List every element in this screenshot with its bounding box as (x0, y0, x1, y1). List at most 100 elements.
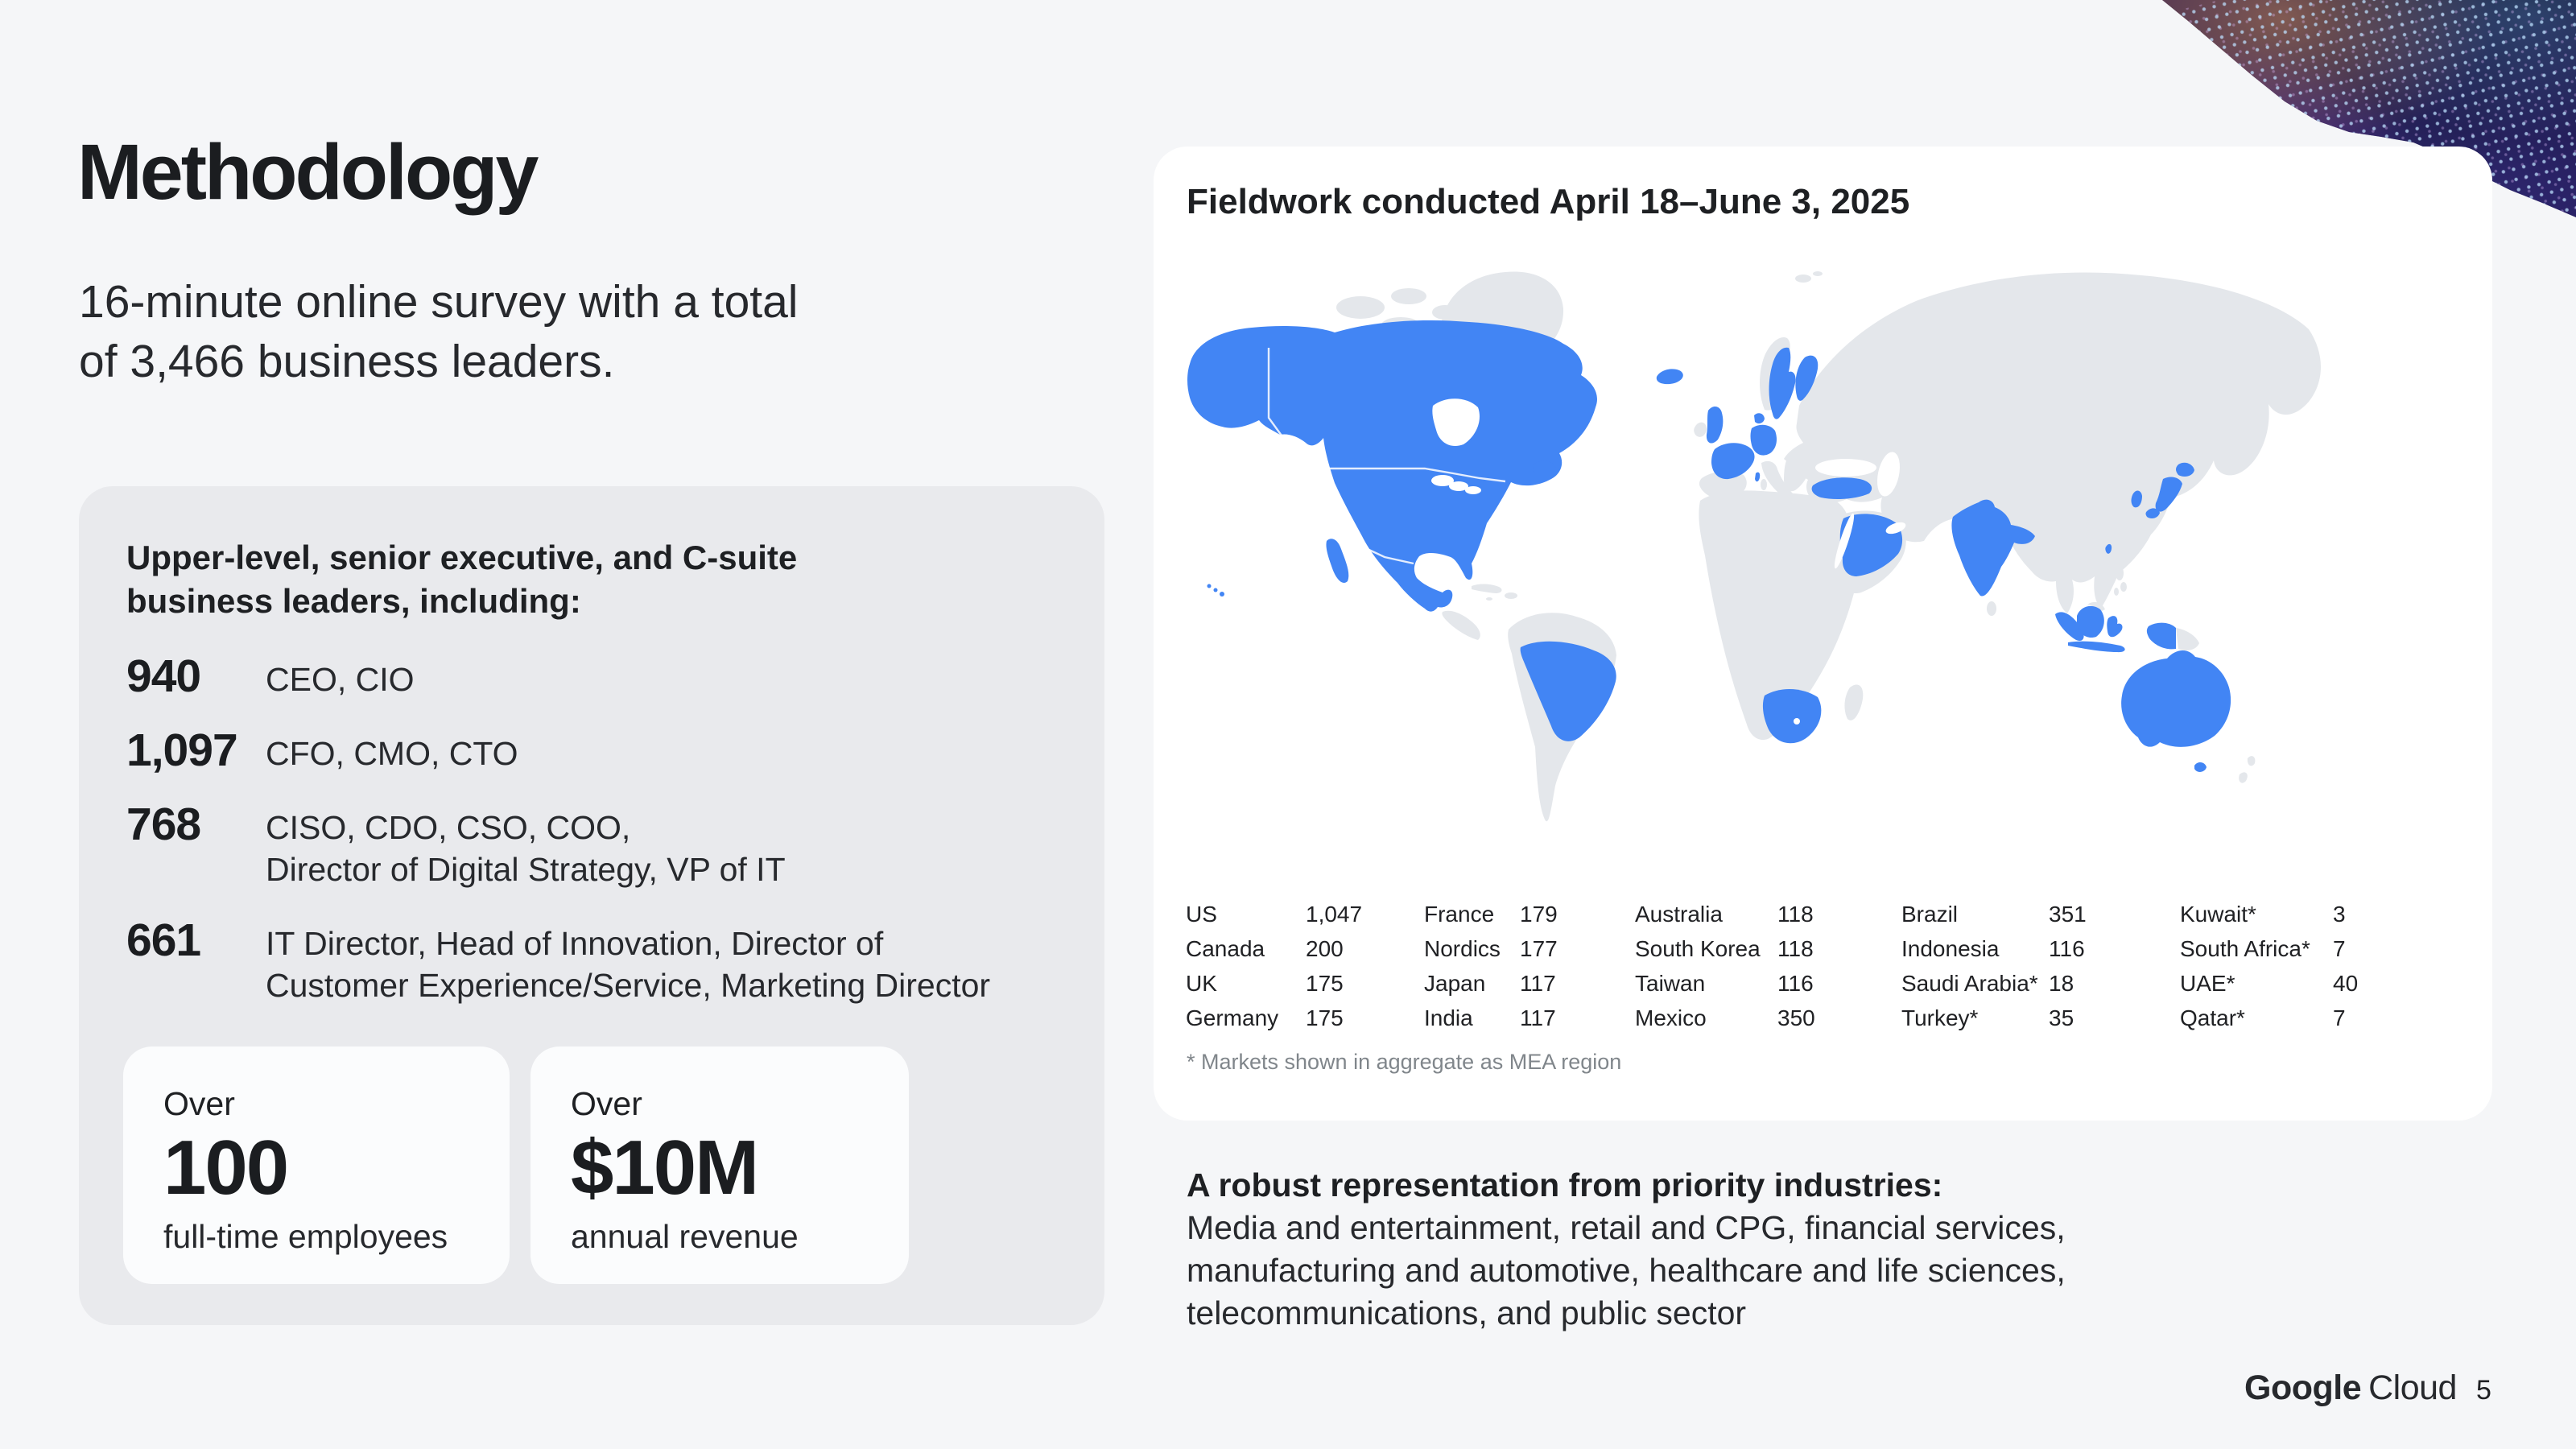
country-row: South Africa* 7 (2180, 936, 2421, 971)
country-value: 18 (2049, 971, 2074, 996)
country-value: 35 (2049, 1005, 2074, 1030)
country-name: France (1424, 902, 1495, 927)
map-region-indonesia-highlight (2055, 605, 2176, 653)
stat-row: 661 IT Director, Head of Innovation, Dire… (126, 918, 1060, 1006)
country-name: Indonesia (1901, 936, 2000, 961)
country-column: Kuwait* 3 South Africa* 7 UAE* 40 Qatar* 7 (2180, 902, 2421, 1040)
map-region-india-highlight (1951, 499, 2035, 597)
world-map (1187, 271, 2321, 822)
stat-label: IT Director, Head of Innovation, Directo… (266, 925, 991, 1005)
country-row: US 1,047 (1186, 902, 1427, 936)
borneo (2077, 605, 2104, 638)
country-value: 117 (1520, 1005, 1556, 1030)
country-row: UK 175 (1186, 971, 1427, 1005)
respondent-stats-list: 940 CEO, CIO 1,097 CFO, CMO, CTO 768 CISO, CD… (126, 654, 1060, 1006)
country-value: 175 (1306, 1005, 1344, 1030)
logo-google: Google (2244, 1368, 2362, 1407)
hudson-bay (1432, 398, 1480, 446)
country-column: Brazil 351 Indonesia 116 Saudi Arabia* 18 Turk… (1901, 902, 2143, 1040)
map-inland-seas (1815, 452, 1906, 569)
persian-gulf (1885, 522, 1906, 535)
country-row: Canada 200 (1186, 936, 1427, 971)
country-value: 118 (1777, 936, 1814, 961)
country-row: Turkey* 35 (1901, 1005, 2143, 1040)
caspian-sea (1877, 452, 1900, 497)
country-row: UAE* 40 (2180, 971, 2421, 1005)
country-value: 177 (1520, 936, 1558, 961)
country-row: Indonesia 116 (1901, 936, 2143, 971)
country-value: 351 (2049, 902, 2087, 927)
qualifier-value: $10M (571, 1125, 759, 1211)
iceland (1656, 369, 1683, 385)
qualifier-card: Over $10M annual revenue (530, 1046, 909, 1284)
map-region-new-zealand (2239, 756, 2256, 783)
west-papua (2146, 622, 2176, 650)
java (2068, 641, 2125, 653)
country-name: Australia (1635, 902, 1723, 927)
industries-heading: A robust representation from priority in… (1187, 1166, 1943, 1203)
country-row: France 179 (1424, 902, 1666, 936)
stat-value: 1,097 (126, 724, 238, 777)
lesotho (1794, 718, 1800, 724)
south-korea (2131, 490, 2142, 508)
country-value: 40 (2333, 971, 2359, 996)
qualifier-cards: Over 100 full-time employees Over $10M annual… (123, 1046, 909, 1284)
google-cloud-logo: Google Cloud (2244, 1368, 2457, 1408)
map-region-europe-highlight (1656, 347, 1872, 500)
country-row: South Korea 118 (1635, 936, 1876, 971)
country-value: 1,047 (1306, 902, 1363, 927)
country-column: Australia 118 South Korea 118 Taiwan 116 Mexic… (1635, 902, 1876, 1040)
south-africa (1762, 688, 1822, 744)
slide-subtitle: 16-minute online survey with a total of … (79, 276, 799, 388)
stat-row: 768 CISO, CDO, CSO, COO, Director of Digi… (126, 802, 1060, 890)
respondents-panel: Upper-level, senior executive, and C-sui… (79, 486, 1104, 1325)
country-name: UAE* (2180, 971, 2235, 996)
country-row: Taiwan 116 (1635, 971, 1876, 1005)
tasmania (2194, 762, 2207, 772)
us-mexico-border (1337, 533, 1414, 565)
country-row: Australia 118 (1635, 902, 1876, 936)
country-name: South Africa* (2180, 936, 2310, 961)
france (1711, 443, 1755, 480)
country-row: Germany 175 (1186, 1005, 1427, 1040)
stat-label: CEO, CIO (266, 661, 415, 698)
country-name: Taiwan (1635, 971, 1706, 996)
map-region-brazil-highlight (1520, 641, 1616, 741)
country-name: Qatar* (2180, 1005, 2245, 1030)
qualifier-caption: annual revenue (571, 1218, 799, 1255)
country-row: Mexico 350 (1635, 1005, 1876, 1040)
country-value: 7 (2333, 1005, 2346, 1030)
stat-value: 940 (126, 650, 201, 702)
country-name: Nordics (1424, 936, 1501, 961)
country-name: Brazil (1901, 902, 1959, 927)
japan-honshu (2155, 477, 2182, 512)
country-name: UK (1186, 971, 1217, 996)
black-sea (1815, 459, 1876, 477)
country-row: Nordics 177 (1424, 936, 1666, 971)
page-number: 5 (2476, 1375, 2491, 1406)
mea-footnote: * Markets shown in aggregate as MEA regi… (1187, 1050, 1622, 1074)
map-region-australia-highlight (2121, 650, 2231, 772)
corsica (1755, 472, 1761, 482)
country-name: Kuwait* (2180, 902, 2256, 927)
country-value: 3 (2333, 902, 2346, 927)
page-title: Methodology (77, 128, 539, 216)
country-value: 116 (1777, 971, 1814, 996)
map-region-arctic-islands (1336, 271, 1823, 333)
fieldwork-card: Fieldwork conducted April 18–June 3, 202… (1154, 147, 2492, 1121)
country-name: Mexico (1635, 1005, 1707, 1030)
country-value: 179 (1520, 902, 1558, 927)
country-column: US 1,047 Canada 200 UK 175 Germany 175 (1186, 902, 1427, 1040)
us-canada-border (1323, 467, 1506, 483)
denmark (1754, 413, 1765, 424)
country-row: Japan 117 (1424, 971, 1666, 1005)
country-value: 175 (1306, 971, 1344, 996)
red-sea (1834, 513, 1855, 569)
country-row: India 117 (1424, 1005, 1666, 1040)
country-row: Qatar* 7 (2180, 1005, 2421, 1040)
industries-note: A robust representation from priority in… (1187, 1164, 2265, 1335)
japan-hokkaido (2176, 462, 2194, 477)
uk (1706, 406, 1724, 444)
stat-label: CFO, CMO, CTO (266, 735, 518, 773)
country-sample-table: US 1,047 Canada 200 UK 175 Germany 175 France 179… (1154, 902, 2492, 1046)
